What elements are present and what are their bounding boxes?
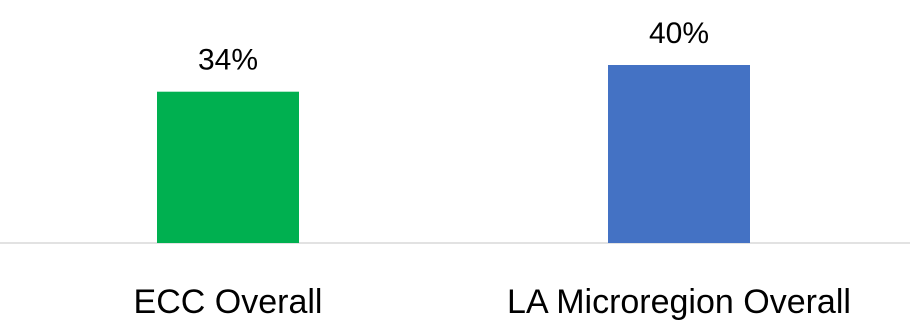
category-label-la-microregion-overall: LA Microregion Overall [507,283,851,321]
bar-group [157,65,750,243]
bar-ecc-overall [157,91,299,243]
data-label-group: 34% 40% [198,17,709,77]
data-label-la-microregion-overall: 40% [649,17,709,50]
category-label-group: ECC Overall LA Microregion Overall [134,283,851,321]
category-label-ecc-overall: ECC Overall [134,283,323,321]
data-label-ecc-overall: 34% [198,44,258,77]
bar-la-microregion-overall [608,65,750,243]
